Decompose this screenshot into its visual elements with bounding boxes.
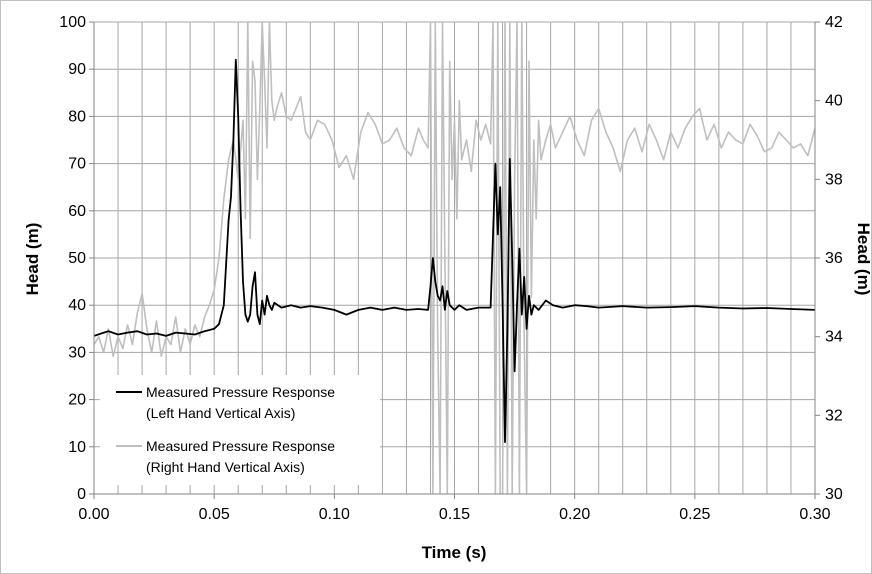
y-tick-label-right: 42 xyxy=(825,14,843,31)
y-axis-title-right: Head (m) xyxy=(854,223,872,296)
series-line-left-axis xyxy=(94,58,815,444)
legend-label-left-line2: (Left Hand Vertical Axis) xyxy=(146,405,295,421)
y-tick-label-right: 32 xyxy=(825,407,843,424)
y-tick-label-left: 10 xyxy=(68,439,86,456)
x-tick-label: 0.00 xyxy=(78,506,109,523)
y-tick-label-right: 38 xyxy=(825,171,843,188)
legend-label-right-line1: Measured Pressure Response xyxy=(146,438,335,454)
y-tick-label-left: 0 xyxy=(77,486,86,503)
y-tick-label-left: 50 xyxy=(68,250,86,267)
series-line-right-axis xyxy=(94,22,815,494)
x-tick-label: 0.30 xyxy=(799,506,830,523)
y-tick-label-left: 20 xyxy=(68,392,86,409)
y-tick-label-left: 30 xyxy=(68,344,86,361)
x-tick-label: 0.20 xyxy=(559,506,590,523)
y-tick-label-right: 40 xyxy=(825,93,843,110)
y-tick-label-left: 100 xyxy=(59,14,86,31)
x-tick-label: 0.15 xyxy=(439,506,470,523)
y-tick-label-left: 60 xyxy=(68,203,86,220)
x-tick-label: 0.05 xyxy=(199,506,230,523)
y-tick-label-left: 90 xyxy=(68,61,86,78)
series-layer xyxy=(94,22,815,494)
y-tick-label-left: 40 xyxy=(68,297,86,314)
tick-labels: 0 10 20 30 40 50 60 70 80 90 100 30 32 34 36 38 40 42 0.00… xyxy=(59,14,843,523)
x-tick-label: 0.25 xyxy=(679,506,710,523)
x-axis-title: Time (s) xyxy=(422,543,487,562)
y-tick-label-left: 70 xyxy=(68,156,86,173)
y-tick-label-right: 36 xyxy=(825,250,843,267)
y-tick-label-right: 30 xyxy=(825,486,843,503)
legend-background xyxy=(100,375,380,485)
legend-label-right-line2: (Right Hand Vertical Axis) xyxy=(146,459,305,475)
y-axis-title-left: Head (m) xyxy=(23,223,42,296)
y-tick-label-right: 34 xyxy=(825,329,843,346)
legend: Measured Pressure Response (Left Hand Ve… xyxy=(100,375,380,485)
x-tick-label: 0.10 xyxy=(319,506,350,523)
y-tick-label-left: 80 xyxy=(68,108,86,125)
legend-label-left-line1: Measured Pressure Response xyxy=(146,384,335,400)
